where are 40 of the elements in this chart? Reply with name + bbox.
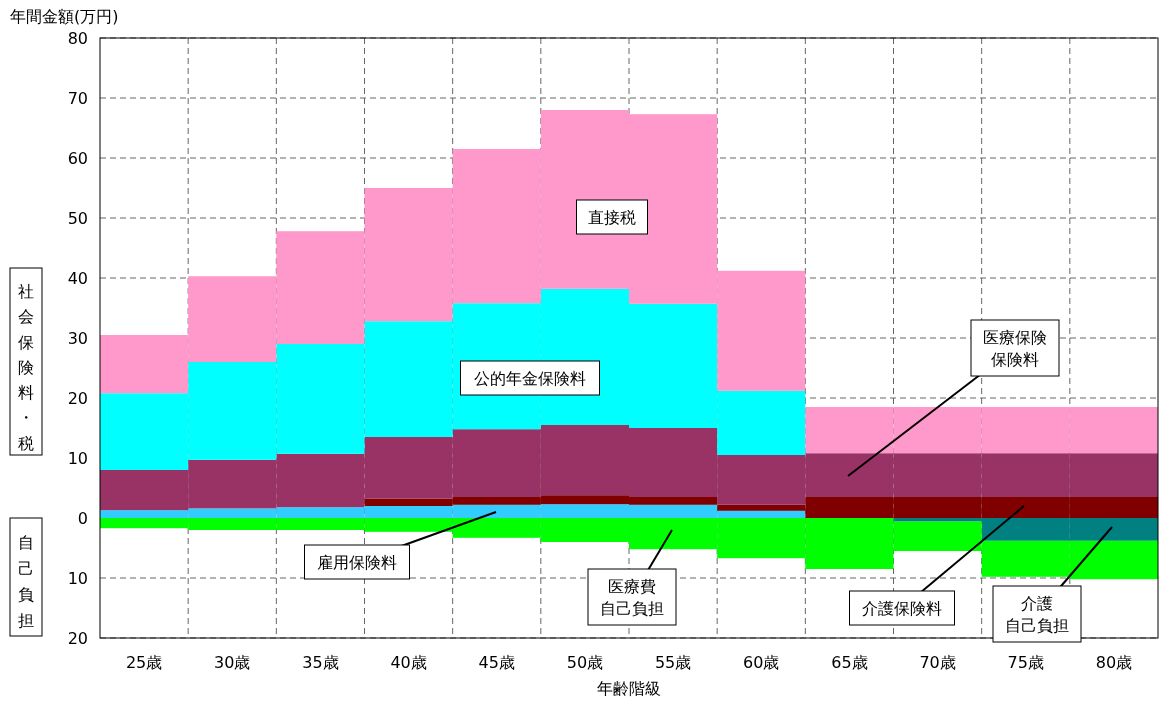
annotation: 自己負担 [600,598,664,618]
x-tick-label: 70歳 [919,653,956,672]
y-axis-title: 年間金額(万円) [10,7,119,26]
y-tick-label: 60 [67,149,88,168]
y-tick-label: 0 [77,509,88,528]
x-tick-label: 25歳 [125,653,163,672]
x-tick-label: 40歳 [390,653,427,672]
x-tick-label: 80歳 [1095,653,1133,672]
annotation: 介護自己負担 [992,526,1113,643]
x-tick-label: 60歳 [743,653,780,672]
annotation: 公的年金保険料 [474,368,586,388]
annotation: 自己負担 [9,517,43,637]
annotation: 医療保険保険料 [847,319,1060,477]
x-tick-label: 50歳 [566,653,604,672]
annotation: 直接税 [588,207,636,227]
x-tick-label: 55歳 [654,653,692,672]
x-axis-title: 年齢階級 [597,679,661,698]
annotation: 直接税 [576,199,648,235]
y-tick-label: 30 [67,329,88,348]
y-tick-label: 20 [67,629,88,648]
x-tick-label: 75歳 [1007,653,1044,672]
annotation: 介護自己負担 [1005,593,1069,635]
annotation: 公的年金保険料 [460,360,600,396]
y-tick-label: 70 [67,89,88,108]
annotation: 雇用保険料 [304,511,497,580]
annotation: 医療保険保険料 [983,327,1047,369]
x-tick-label: 65歳 [831,653,868,672]
annotation: 医療費自己負担 [587,529,677,626]
x-tick-label: 30歳 [214,653,251,672]
y-tick-label: 50 [67,209,88,228]
y-tick-label: 80 [67,29,88,48]
x-tick-label: 45歳 [478,653,515,672]
y-tick-label: 40 [67,269,88,288]
y-tick-label: 10 [67,569,88,588]
annotation: 雇用保険料 [317,552,397,572]
y-tick-label: 20 [67,389,88,408]
x-tick-label: 35歳 [302,653,339,672]
annotation: 社会保険料・税 [9,267,43,456]
y-tick-label: 10 [67,449,88,468]
annotation: 介護保険料 [862,598,942,618]
